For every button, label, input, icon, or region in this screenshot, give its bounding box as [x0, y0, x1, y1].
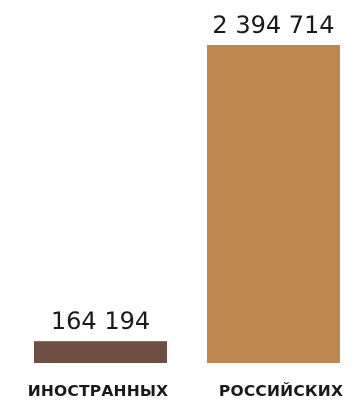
value-labels-group: 164 194 2 394 714 [51, 11, 335, 335]
bars-group [34, 45, 340, 363]
bar-russian [207, 45, 340, 363]
category-label-russian: РОССИЙСКИХ [219, 381, 343, 400]
category-labels-group: ИНОСТРАННЫХ РОССИЙСКИХ [28, 381, 343, 400]
bar-foreign [34, 341, 167, 363]
value-label-russian: 2 394 714 [212, 11, 334, 39]
value-label-foreign: 164 194 [51, 307, 150, 335]
category-label-foreign: ИНОСТРАННЫХ [28, 382, 169, 400]
